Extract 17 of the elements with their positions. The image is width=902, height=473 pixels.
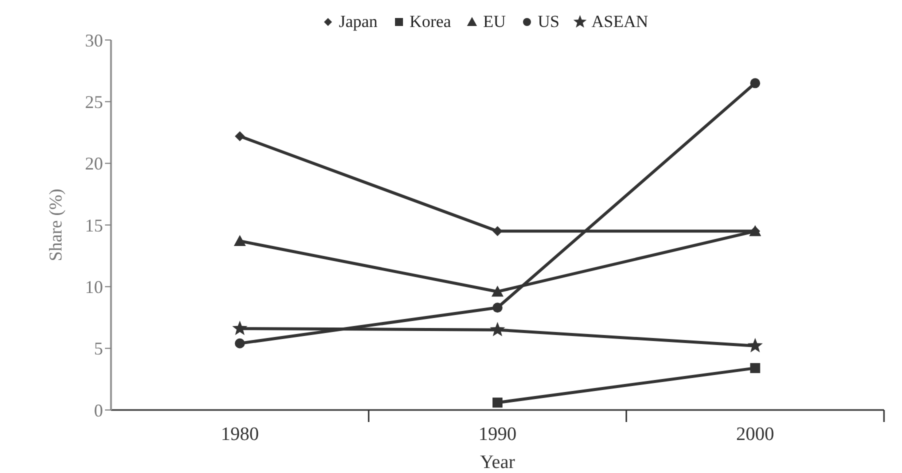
- y-tick-label: 10: [85, 277, 103, 298]
- y-tick-label: 20: [85, 154, 103, 174]
- legend-label: Japan: [338, 12, 378, 32]
- x-tick-label: 1980: [220, 424, 259, 445]
- legend-label: US: [536, 12, 560, 32]
- x-tick-label: 2000: [736, 424, 774, 445]
- y-tick-label: 25: [85, 92, 103, 112]
- x-axis-title: Year: [480, 452, 516, 473]
- y-tick-label: 30: [85, 30, 103, 50]
- y-axis-title: Share (%): [45, 188, 66, 262]
- legend-label: Korea: [408, 12, 452, 32]
- y-tick-label: 0: [94, 400, 103, 420]
- legend-label: ASEAN: [590, 12, 648, 32]
- y-tick-label: 15: [85, 215, 103, 236]
- legend-label: EU: [482, 12, 506, 32]
- y-tick-label: 5: [94, 338, 103, 359]
- x-tick-label: 1990: [478, 424, 516, 445]
